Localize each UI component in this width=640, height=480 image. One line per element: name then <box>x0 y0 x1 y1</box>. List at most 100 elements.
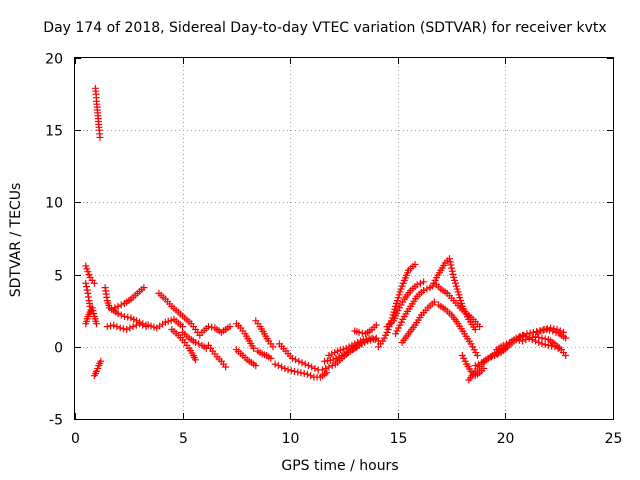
data-point <box>528 333 536 341</box>
data-point <box>411 260 419 268</box>
data-point <box>519 337 527 345</box>
data-point <box>499 341 507 349</box>
data-point <box>126 324 134 332</box>
data-point <box>538 334 546 342</box>
data-point <box>525 334 533 342</box>
data-point <box>322 364 330 372</box>
data-point <box>430 298 438 306</box>
data-point <box>471 325 479 333</box>
data-point <box>535 333 543 341</box>
data-point <box>208 323 216 331</box>
data-point <box>445 255 453 263</box>
data-point <box>308 363 316 371</box>
data-point <box>140 284 148 292</box>
data-point <box>90 279 98 287</box>
data-point <box>325 363 333 371</box>
data-point <box>307 372 315 380</box>
axis-ticks <box>75 58 614 420</box>
data-point <box>537 327 545 335</box>
data-point <box>372 321 380 329</box>
data-point <box>120 312 128 320</box>
x-tick-label: 20 <box>497 431 515 447</box>
data-point <box>311 364 319 372</box>
data-point <box>114 302 122 310</box>
data-point <box>278 363 286 371</box>
y-tick-label: 20 <box>45 52 63 68</box>
data-point <box>522 336 530 344</box>
data-point <box>534 328 542 336</box>
data-point <box>192 356 200 364</box>
data-point <box>471 362 479 370</box>
data-point <box>250 344 258 352</box>
data-point <box>110 321 118 329</box>
data-point <box>494 350 502 358</box>
data-point <box>502 340 510 348</box>
data-point <box>291 367 299 375</box>
x-tick-label: 10 <box>282 431 300 447</box>
data-point <box>371 336 379 344</box>
chart-title: Day 174 of 2018, Sidereal Day-to-day VTE… <box>43 20 606 36</box>
x-tick-label: 0 <box>71 431 80 447</box>
data-point <box>124 313 132 321</box>
data-point <box>448 267 456 275</box>
data-point <box>93 320 101 328</box>
data-point <box>295 357 303 365</box>
data-point <box>562 334 570 342</box>
data-point <box>480 364 488 372</box>
data-point <box>447 261 455 269</box>
data-point <box>420 278 428 286</box>
data-point <box>192 338 200 346</box>
x-tick-labels: 0 5 10 15 20 25 <box>71 431 622 447</box>
data-point <box>449 270 457 278</box>
data-point <box>547 324 555 332</box>
data-points <box>82 84 570 384</box>
data-point <box>116 324 124 332</box>
y-tick-label: -5 <box>49 413 63 429</box>
data-point <box>114 310 122 318</box>
data-point <box>550 325 558 333</box>
data-point <box>292 356 300 364</box>
data-point <box>355 328 363 336</box>
data-point <box>475 360 482 368</box>
data-point <box>562 351 570 359</box>
data-point <box>491 351 499 359</box>
data-point <box>515 336 523 344</box>
data-point <box>271 360 279 368</box>
data-point <box>476 323 484 331</box>
data-point <box>132 321 140 329</box>
data-point <box>416 279 424 287</box>
data-point <box>556 327 564 335</box>
data-point <box>294 368 302 376</box>
data-point <box>512 336 520 344</box>
data-point <box>284 366 292 374</box>
data-point <box>368 334 376 342</box>
data-point <box>111 304 119 312</box>
x-tick-label: 15 <box>390 431 408 447</box>
data-point <box>300 370 308 378</box>
data-point <box>484 354 492 362</box>
data-point <box>526 329 534 337</box>
data-point <box>473 351 481 359</box>
data-point <box>358 329 366 337</box>
data-point <box>446 258 454 266</box>
data-point <box>113 323 121 331</box>
data-point <box>226 323 234 331</box>
data-point <box>117 311 125 319</box>
data-point <box>204 323 212 331</box>
data-point <box>304 362 312 370</box>
data-point <box>288 354 296 362</box>
data-point <box>287 367 295 375</box>
y-tick-label: 5 <box>54 269 63 285</box>
y-tick-labels: -5 0 5 10 15 20 <box>45 52 63 429</box>
data-point <box>103 323 111 331</box>
data-point <box>267 354 275 362</box>
data-point <box>82 283 90 291</box>
data-point <box>281 364 289 372</box>
data-point <box>423 285 431 293</box>
data-point <box>487 353 495 361</box>
data-point <box>413 281 421 289</box>
data-point <box>117 301 125 309</box>
x-tick-label: 25 <box>605 431 623 447</box>
data-point <box>119 325 127 333</box>
data-point <box>97 357 105 365</box>
